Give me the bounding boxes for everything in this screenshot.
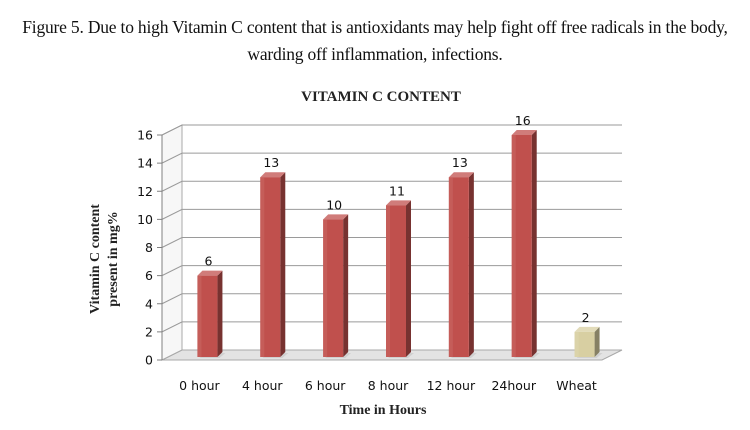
bar-side-face [280, 172, 286, 357]
bar-front-face [511, 135, 532, 357]
data-label: 16 [515, 113, 531, 128]
bar-highlight [323, 219, 328, 357]
data-label: 11 [389, 183, 405, 198]
y-tick-label: 16 [137, 128, 153, 143]
x-tick-label: 0 hour [179, 378, 220, 393]
label-layer: 6 0 hour 13 4 hour 10 6 hour 11 8 hour 13 12 hour… [179, 113, 597, 393]
x-tick-label: 8 hour [368, 378, 409, 393]
x-tick-label: Wheat [556, 378, 597, 393]
chart-title: VITAMIN C CONTENT [301, 89, 461, 105]
x-tick-label: 4 hour [242, 378, 283, 393]
bar-front-face [323, 219, 344, 357]
bar-top-face [574, 326, 600, 332]
bar-highlight [511, 135, 516, 357]
y-tick-label: 8 [145, 240, 153, 255]
data-label: 13 [452, 155, 468, 170]
bar-layer [197, 130, 603, 358]
axis-layer: 0 2 4 6 8 10 12 14 16 [137, 128, 163, 368]
gridline [161, 293, 622, 305]
x-axis-title: Time in Hours [340, 403, 427, 418]
y-axis-title-line-2: present in mg% [106, 211, 121, 306]
bar-4 [386, 200, 414, 358]
bar-top-face [448, 172, 474, 178]
bar-side-face [531, 130, 537, 357]
y-tick-label: 12 [137, 184, 153, 199]
bar-7 [574, 326, 603, 358]
bar-top-face [260, 172, 286, 178]
bar-side-face [406, 200, 411, 357]
bar-front-face [448, 177, 469, 357]
bar-top-face [386, 200, 411, 206]
bar-highlight [574, 331, 579, 357]
x-tick-label: 24hour [491, 378, 536, 393]
bar-highlight [260, 177, 265, 357]
y-tick-label: 0 [145, 353, 153, 368]
bar-5 [448, 172, 477, 358]
y-tick-label: 4 [145, 296, 153, 311]
bar-side-face [343, 214, 349, 357]
gridline [161, 237, 622, 248]
bar-6 [511, 130, 540, 358]
bar-top-face [511, 130, 537, 135]
bar-1 [197, 270, 226, 358]
bar-front-face [197, 275, 218, 357]
bar-front-face [386, 205, 406, 357]
y-tick-label: 10 [137, 212, 153, 227]
bar-highlight [448, 177, 453, 357]
gridline [161, 208, 622, 220]
x-tick-label: 12 hour [427, 378, 476, 393]
gridline [161, 265, 622, 277]
y-axis-title-line-1: Vitamin C content [88, 204, 103, 314]
bar-top-face [197, 270, 223, 276]
data-label: 6 [204, 254, 212, 269]
bar-highlight [197, 275, 202, 357]
y-tick-label: 6 [145, 268, 153, 283]
gridline [161, 180, 622, 192]
x-tick-label: 6 hour [305, 378, 346, 393]
bar-highlight [386, 205, 390, 357]
bar-2 [260, 172, 289, 358]
y-tick-label: 14 [137, 156, 153, 171]
bar-side-face [594, 326, 600, 357]
bar-side-face [468, 172, 474, 357]
bar-front-face [260, 177, 281, 357]
data-label: 10 [326, 197, 342, 212]
bar-front-face [574, 331, 595, 357]
bar-3 [323, 214, 352, 358]
gridline [161, 124, 622, 136]
data-label: 13 [263, 155, 279, 170]
gridline [161, 152, 622, 164]
bar-top-face [323, 214, 349, 220]
data-label: 2 [582, 310, 590, 325]
figure-caption: Figure 5. Due to high Vitamin C content … [22, 17, 728, 64]
y-tick-label: 2 [145, 324, 153, 339]
bar-side-face [217, 270, 223, 357]
gridline [161, 321, 622, 333]
